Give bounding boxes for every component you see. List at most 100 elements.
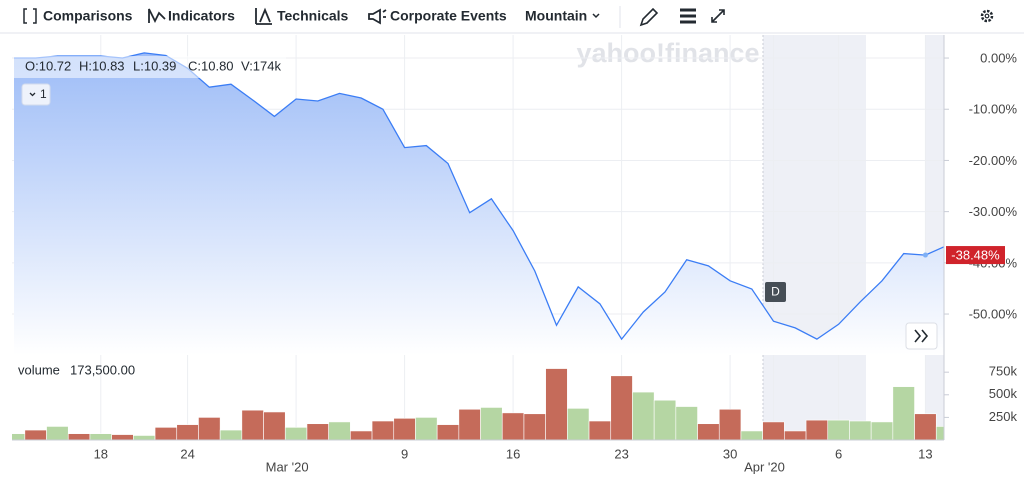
indicators-button[interactable]: Indicators: [148, 8, 235, 24]
volume-bar: [697, 423, 720, 441]
volume-bar: [523, 413, 546, 441]
volume-bar: [198, 417, 221, 441]
toolbar-label: Indicators: [168, 8, 235, 24]
volume-bar: [133, 435, 156, 441]
y-tick-label: -50.00%: [969, 306, 1018, 321]
volume-bar: [849, 420, 872, 441]
corporate-events-button[interactable]: Corporate Events: [368, 8, 507, 25]
volume-bar: [740, 430, 763, 441]
comparisons-button[interactable]: Comparisons: [23, 8, 133, 24]
volume-bar: [567, 408, 590, 441]
volume-bar: [545, 368, 568, 441]
toolbar-label: Technicals: [277, 8, 349, 24]
volume-bar: [263, 411, 286, 441]
ohlc-box: [14, 56, 286, 78]
volume-bar: [588, 420, 612, 441]
volume-bar: [371, 420, 395, 441]
toolbar-label: Comparisons: [43, 8, 133, 24]
scroll-right-button[interactable]: [905, 322, 938, 350]
layers-button[interactable]: [680, 8, 696, 24]
volume-title: volume: [18, 362, 60, 377]
area-fill: [14, 52, 944, 355]
x-tick-label: 13: [918, 446, 932, 461]
technicals-button[interactable]: Technicals: [255, 7, 349, 25]
x-tick-label: 6: [835, 446, 842, 461]
volume-bar: [350, 430, 373, 441]
gear-hub: [984, 13, 990, 19]
volume-bar: [154, 427, 178, 441]
y-tick-label: -30.00%: [969, 204, 1018, 219]
chart-type-button[interactable]: Mountain: [525, 8, 600, 24]
x-tick-label: 23: [614, 446, 628, 461]
chevron: [29, 92, 36, 97]
volume-bar: [784, 430, 807, 441]
last-value-label: -38.48%: [951, 247, 1000, 262]
toolbar-label: Mountain: [525, 8, 587, 24]
volume-bar: [914, 413, 937, 441]
y-tick-label: -10.00%: [969, 102, 1018, 117]
volume-bar: [393, 417, 416, 441]
volume-bar: [111, 434, 134, 441]
volume-bar: [827, 419, 850, 441]
volume-bar: [67, 433, 91, 441]
draw-button[interactable]: [639, 7, 659, 27]
volume-bar: [176, 424, 199, 441]
y-tick-label: 250k: [989, 409, 1018, 424]
event-box: [765, 282, 786, 302]
volume-bar: [892, 386, 915, 441]
icon: [914, 329, 929, 343]
x-tick-label: 18: [94, 446, 108, 461]
volume-bar: [241, 409, 264, 441]
icon: [148, 8, 166, 24]
watermark: yahoo!finance: [576, 38, 759, 68]
y-tick-label: 500k: [989, 386, 1018, 401]
x-tick-label: 16: [506, 446, 520, 461]
icon: [368, 8, 387, 25]
badge-box: [21, 83, 51, 106]
icon: [255, 7, 272, 25]
volume-value: 173,500.00: [70, 362, 135, 377]
toolbar: Comparisons Indicators Technicals Corpor…: [0, 6, 1024, 34]
volume-bar: [46, 426, 69, 441]
ohlc-open: O:10.72: [25, 58, 71, 73]
shaded-band: [763, 35, 866, 440]
x-tick-label: Mar '20: [266, 459, 309, 474]
button-box: [905, 322, 938, 350]
volume-bar: [762, 421, 785, 441]
y-tick-label: 0.00%: [980, 50, 1017, 65]
gear: [980, 9, 994, 23]
volume-bar: [632, 391, 655, 441]
x-tick-label: Apr '20: [744, 459, 785, 474]
volume-bar: [89, 433, 112, 441]
series-badge[interactable]: 1: [21, 83, 51, 106]
volume-bar: [935, 426, 944, 441]
volume-bar: [284, 427, 308, 441]
volume-bar: [436, 424, 460, 441]
x-tick-label: 24: [180, 446, 194, 461]
volume-bar: [718, 408, 742, 441]
icon: [23, 8, 37, 24]
volume-bar: [675, 406, 698, 441]
volume-bar: [480, 407, 503, 441]
event-label: D: [771, 285, 780, 299]
volume-bar: [805, 419, 829, 441]
badge-label: 1: [40, 87, 47, 101]
x-tick-label: 30: [723, 446, 737, 461]
event-marker[interactable]: D: [765, 282, 786, 302]
ohlc-high: H:10.83: [79, 58, 125, 73]
x-tick-label: 9: [401, 446, 408, 461]
fullscreen-button[interactable]: [711, 9, 725, 23]
volume-bar: [24, 429, 47, 441]
settings-button[interactable]: [980, 9, 994, 23]
volume-bar: [219, 429, 243, 441]
shaded-band: [925, 35, 944, 440]
ohlc-volume: V:174k: [241, 58, 281, 73]
volume-bar: [501, 412, 525, 441]
volume-bar: [870, 421, 894, 441]
volume-bar: [12, 433, 26, 441]
last-point: [922, 252, 928, 258]
toolbar-label: Corporate Events: [390, 8, 507, 24]
volume-bar: [653, 399, 677, 441]
y-tick-label: -20.00%: [969, 153, 1018, 168]
volume-bar: [610, 375, 633, 441]
